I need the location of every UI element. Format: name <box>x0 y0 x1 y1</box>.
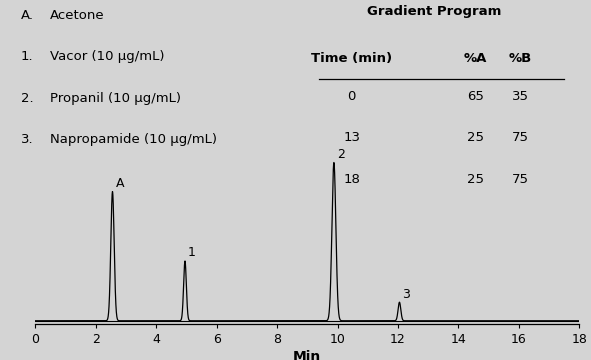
Text: 25: 25 <box>467 173 484 186</box>
Text: Time (min): Time (min) <box>311 52 392 65</box>
Text: 3.: 3. <box>21 133 33 146</box>
Text: A.: A. <box>21 9 34 22</box>
Text: 25: 25 <box>467 131 484 144</box>
Text: Gradient Program: Gradient Program <box>367 5 502 18</box>
Text: 1: 1 <box>188 246 196 260</box>
Text: 0: 0 <box>348 90 356 103</box>
Text: Napropamide (10 μg/mL): Napropamide (10 μg/mL) <box>50 133 217 146</box>
Text: 75: 75 <box>512 131 528 144</box>
Text: 75: 75 <box>512 173 528 186</box>
Text: A: A <box>116 177 125 190</box>
Text: 2: 2 <box>337 148 345 161</box>
X-axis label: Min: Min <box>293 350 322 360</box>
Text: 18: 18 <box>343 173 360 186</box>
Text: %A: %A <box>464 52 488 65</box>
Text: 2.: 2. <box>21 92 33 105</box>
Text: 35: 35 <box>512 90 528 103</box>
Text: 65: 65 <box>467 90 484 103</box>
Text: 13: 13 <box>343 131 360 144</box>
Text: 1.: 1. <box>21 50 33 63</box>
Text: Acetone: Acetone <box>50 9 105 22</box>
Text: %B: %B <box>508 52 532 65</box>
Text: 3: 3 <box>402 288 410 301</box>
Text: Vacor (10 μg/mL): Vacor (10 μg/mL) <box>50 50 165 63</box>
Text: Propanil (10 μg/mL): Propanil (10 μg/mL) <box>50 92 181 105</box>
